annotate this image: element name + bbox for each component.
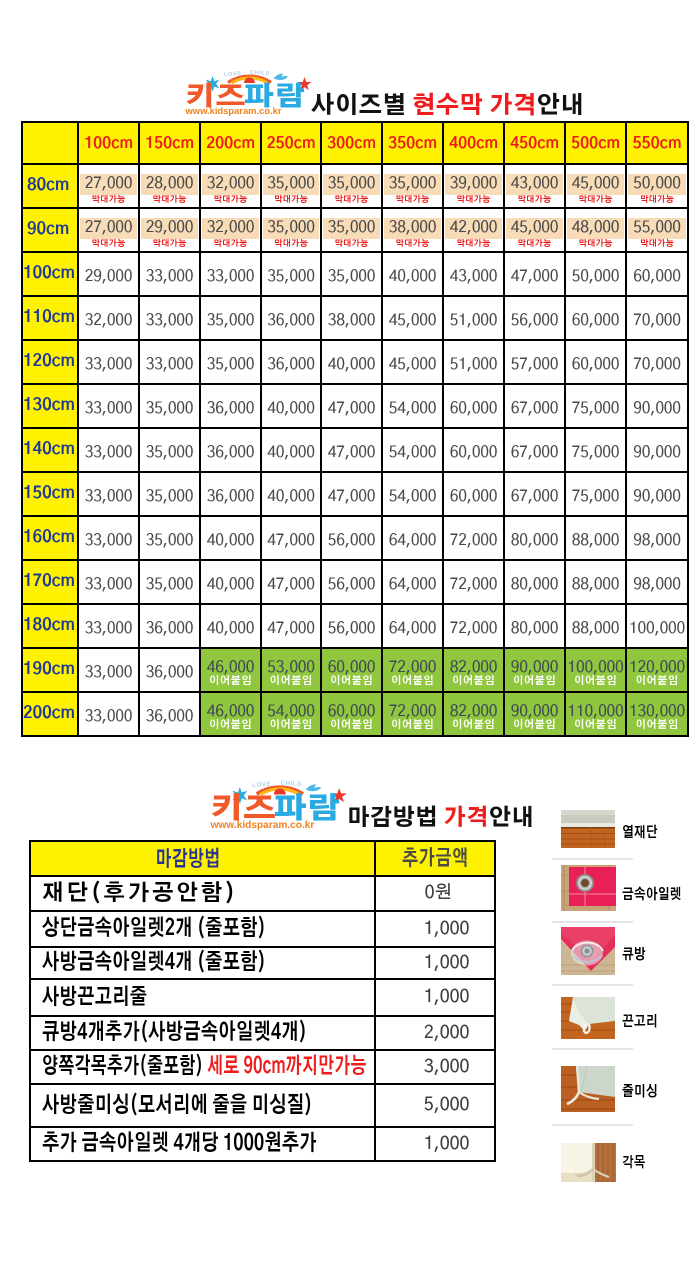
svg-text:LOVE: LOVE (224, 71, 242, 79)
svg-text:LOVE: LOVE (252, 781, 272, 789)
svg-text:www.kidsparam.co.kr: www.kidsparam.co.kr (184, 106, 282, 116)
svg-text:CHILD: CHILD (280, 780, 302, 788)
svg-text:키즈: 키즈 (209, 793, 276, 824)
svg-text:www.kidsparam.co.kr: www.kidsparam.co.kr (210, 820, 315, 831)
svg-text:CHILD: CHILD (250, 70, 271, 78)
svg-text:파람: 파람 (273, 792, 340, 824)
svg-text:키즈: 키즈 (184, 83, 246, 111)
svg-text:파람: 파람 (244, 82, 306, 111)
